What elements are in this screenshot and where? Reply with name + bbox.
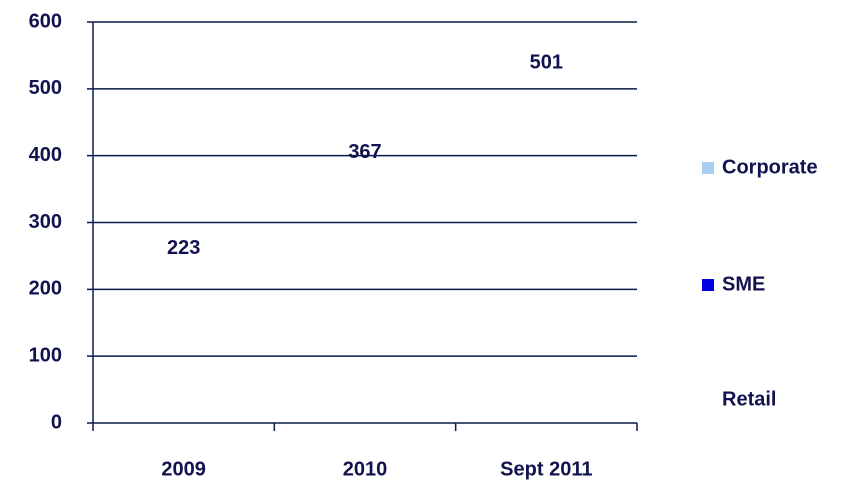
y-tick-label: 400 [29, 144, 62, 166]
x-tick-label: 2010 [343, 458, 388, 480]
data-label: 367 [348, 141, 381, 163]
legend-swatch [702, 394, 714, 406]
y-tick-label: 600 [29, 10, 62, 32]
y-tick-label: 200 [29, 278, 62, 300]
data-label: 501 [530, 51, 563, 73]
y-tick-label: 300 [29, 211, 62, 233]
legend-swatch [702, 162, 714, 174]
y-tick-label: 100 [29, 344, 62, 366]
y-tick-label: 500 [29, 77, 62, 99]
legend-swatch [702, 279, 714, 291]
x-tick-label: Sept 2011 [500, 458, 592, 480]
legend-label: Corporate [722, 156, 818, 178]
legend-label: Retail [722, 388, 776, 410]
x-tick-label: 2009 [161, 458, 206, 480]
y-tick-label: 0 [51, 411, 62, 433]
legend-label: SME [722, 273, 765, 295]
data-label: 223 [167, 237, 200, 259]
